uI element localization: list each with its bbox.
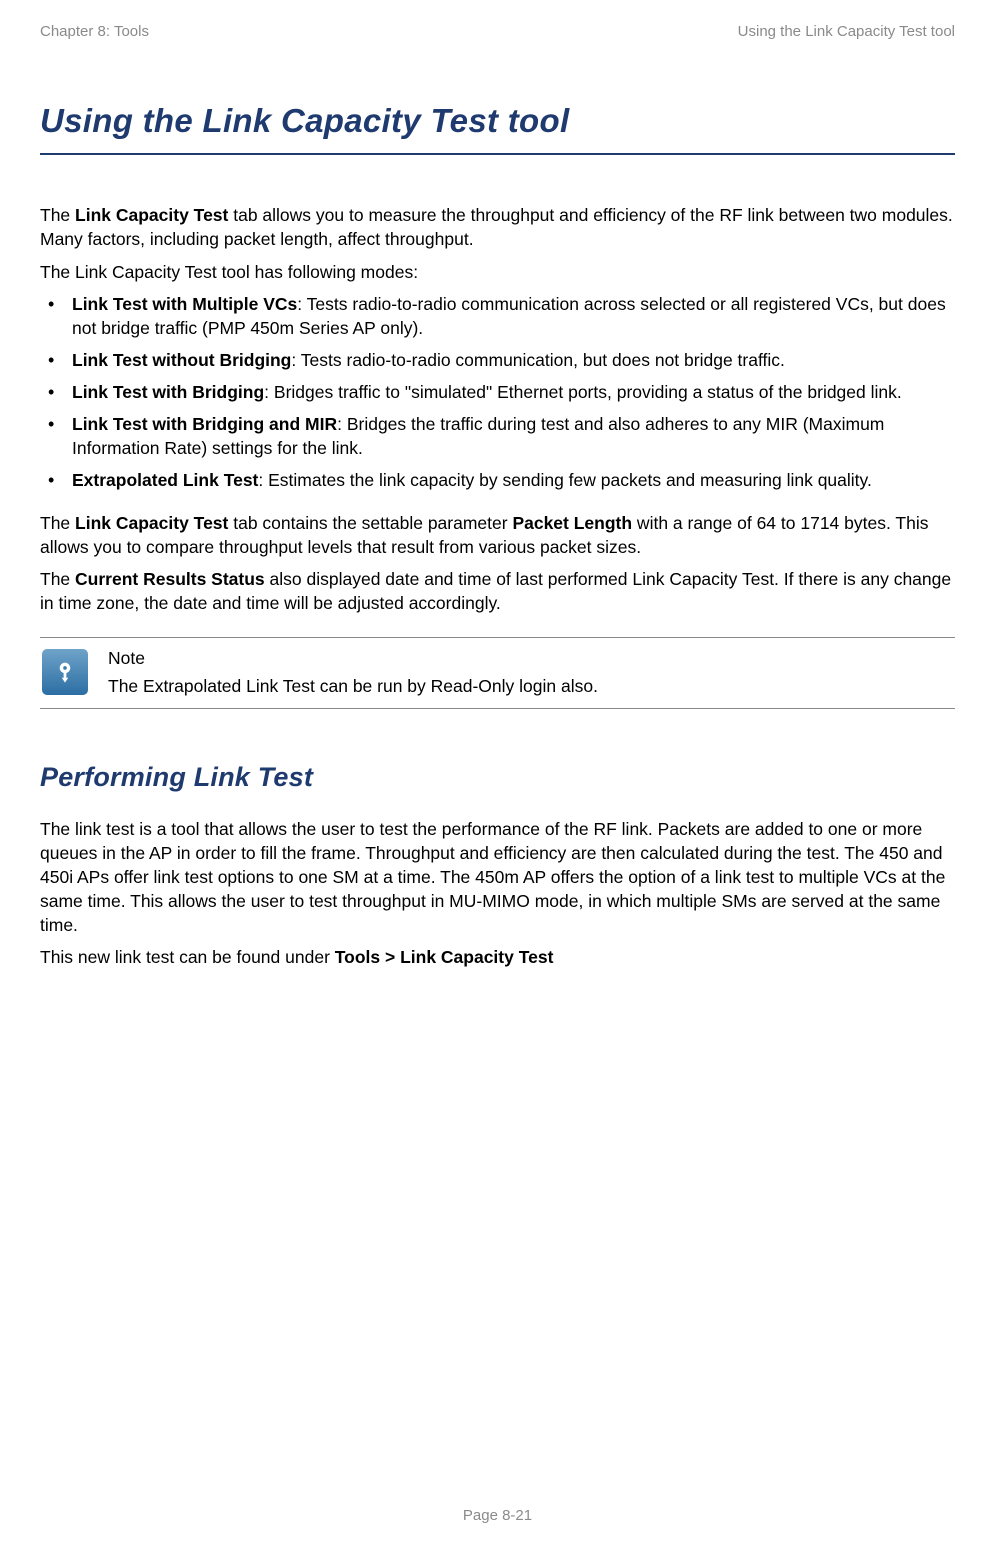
note-title: Note — [108, 646, 598, 670]
section2-paragraph-1: The link test is a tool that allows the … — [40, 817, 955, 938]
intro-paragraph-2: The Link Capacity Test tool has followin… — [40, 260, 955, 284]
page-title: Using the Link Capacity Test tool — [40, 98, 955, 156]
note-callout: Note The Extrapolated Link Test can be r… — [40, 637, 955, 709]
section-title: Performing Link Test — [40, 759, 955, 796]
note-text: Note The Extrapolated Link Test can be r… — [108, 646, 598, 698]
header-right: Using the Link Capacity Test tool — [738, 22, 955, 43]
packet-length-paragraph: The Link Capacity Test tab contains the … — [40, 511, 955, 559]
list-item: Link Test with Bridging and MIR: Bridges… — [44, 412, 955, 460]
pushpin-icon — [42, 649, 88, 695]
list-item: Link Test with Multiple VCs: Tests radio… — [44, 292, 955, 340]
section2-paragraph-2: This new link test can be found under To… — [40, 945, 955, 969]
list-item: Extrapolated Link Test: Estimates the li… — [44, 468, 955, 492]
modes-list: Link Test with Multiple VCs: Tests radio… — [44, 292, 955, 493]
page-number: Page 8-21 — [0, 1506, 995, 1527]
list-item: Link Test with Bridging: Bridges traffic… — [44, 380, 955, 404]
header-left: Chapter 8: Tools — [40, 22, 149, 43]
note-body: The Extrapolated Link Test can be run by… — [108, 674, 598, 698]
current-results-paragraph: The Current Results Status also displaye… — [40, 567, 955, 615]
running-header: Chapter 8: Tools Using the Link Capacity… — [40, 22, 955, 43]
intro-paragraph-1: The Link Capacity Test tab allows you to… — [40, 203, 955, 251]
bold-term: Link Capacity Test — [75, 205, 228, 225]
list-item: Link Test without Bridging: Tests radio-… — [44, 348, 955, 372]
